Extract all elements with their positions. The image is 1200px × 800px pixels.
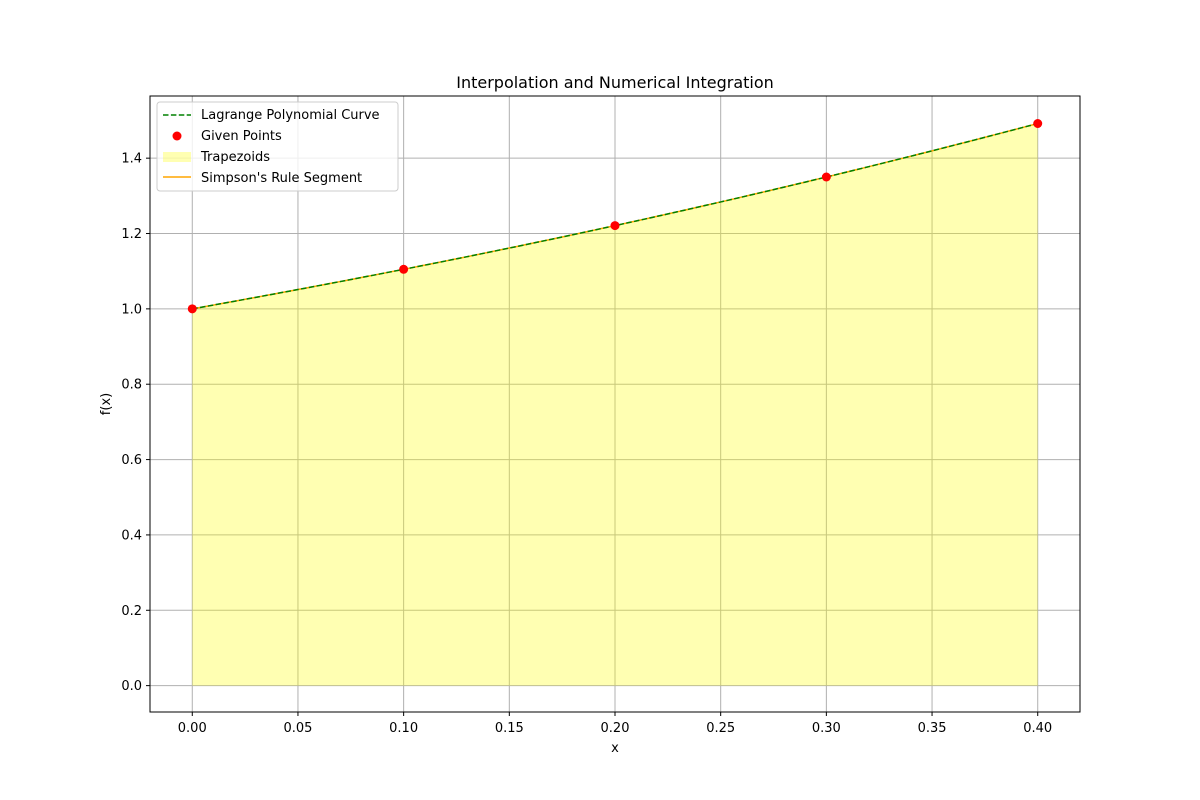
- trapezoid: [615, 177, 827, 686]
- legend: Lagrange Polynomial Curve Given Points T…: [156, 101, 399, 192]
- x-tick-label: 0.00: [178, 721, 207, 736]
- y-axis-ticks: 0.0 0.2 0.4 0.6 0.8 1.0 1.2 1.4: [121, 152, 150, 694]
- x-tick-label: 0.40: [1023, 721, 1052, 736]
- chart-title: Interpolation and Numerical Integration: [456, 73, 774, 92]
- legend-points-label: Given Points: [201, 129, 282, 144]
- x-tick-label: 0.35: [918, 721, 947, 736]
- legend-lagrange-label: Lagrange Polynomial Curve: [201, 108, 380, 123]
- legend-trapezoids-label: Trapezoids: [200, 150, 270, 165]
- y-axis-label: f(x): [99, 393, 114, 415]
- x-tick-label: 0.10: [389, 721, 418, 736]
- y-tick-label: 1.0: [121, 302, 142, 317]
- data-point: [821, 172, 831, 182]
- y-tick-label: 0.0: [121, 679, 142, 694]
- legend-points-swatch: [172, 131, 182, 141]
- data-point: [187, 304, 197, 314]
- x-tick-label: 0.25: [706, 721, 735, 736]
- y-tick-label: 0.8: [121, 378, 142, 393]
- data-point: [399, 264, 409, 274]
- y-tick-label: 1.2: [121, 227, 142, 242]
- data-point: [1033, 119, 1043, 129]
- y-tick-label: 0.4: [121, 528, 142, 543]
- x-tick-label: 0.30: [812, 721, 841, 736]
- y-tick-label: 0.6: [121, 453, 142, 468]
- x-tick-label: 0.20: [601, 721, 630, 736]
- given-points: [187, 119, 1043, 314]
- trapezoid: [826, 123, 1038, 686]
- data-point: [610, 221, 620, 231]
- trapezoid: [403, 225, 615, 686]
- x-tick-label: 0.15: [495, 721, 524, 736]
- x-tick-label: 0.05: [283, 721, 312, 736]
- legend-simpson-label: Simpson's Rule Segment: [201, 171, 362, 186]
- trapezoid: [192, 269, 404, 686]
- trapezoid-area: [192, 123, 1038, 686]
- legend-trapezoids-swatch: [163, 152, 191, 162]
- y-tick-label: 0.2: [121, 604, 142, 619]
- x-axis-ticks: 0.00 0.05 0.10 0.15 0.20 0.25 0.30 0.35 0.40: [178, 712, 1052, 736]
- y-tick-label: 1.4: [121, 152, 142, 167]
- grid: [150, 96, 1080, 712]
- x-axis-label: x: [611, 741, 619, 756]
- legend-box: [156, 101, 399, 192]
